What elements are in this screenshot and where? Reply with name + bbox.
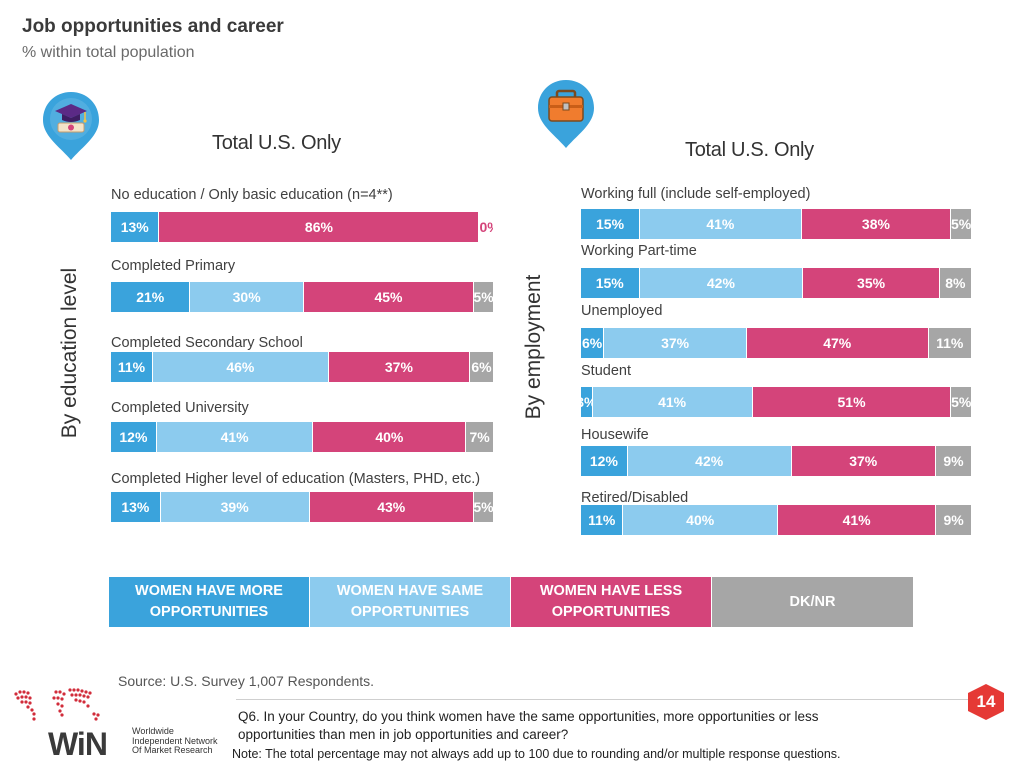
page-subtitle: % within total population xyxy=(22,44,195,61)
footer-divider xyxy=(236,699,988,700)
stacked-bar: 15% 41% 38% 5% xyxy=(581,209,971,239)
bar-segment: 51% xyxy=(752,387,952,417)
education-category-label: No education / Only basic education (n=4… xyxy=(111,187,393,203)
stacked-bar: 21% 30% 45% 5% xyxy=(111,282,493,312)
bar-segment: 6% xyxy=(470,352,493,382)
legend-same: WOMEN HAVE SAME OPPORTUNITIES xyxy=(310,577,511,627)
bar-segment: 3% xyxy=(581,387,593,417)
page-title: Job opportunities and career xyxy=(22,16,284,37)
legend-more: WOMEN HAVE MORE OPPORTUNITIES xyxy=(109,577,310,627)
bar-segment: 12% xyxy=(581,446,628,476)
legend-less: WOMEN HAVE LESS OPPORTUNITIES xyxy=(511,577,712,627)
bar-segment: 37% xyxy=(604,328,748,358)
bar-segment: 0% xyxy=(479,219,493,235)
logo-tagline: Worldwide Independent Network Of Market … xyxy=(132,726,218,755)
bar-segment: 7% xyxy=(466,422,493,452)
bar-segment: 47% xyxy=(747,328,929,358)
bar-segment: 12% xyxy=(111,422,157,452)
stacked-bar: 12% 42% 37% 9% xyxy=(581,446,971,476)
legend-dknr: DK/NR xyxy=(712,577,913,627)
bar-segment: 41% xyxy=(777,505,937,535)
bar-segment: 30% xyxy=(190,282,304,312)
logo-wordmark: WiN xyxy=(48,726,108,762)
bar-segment: 41% xyxy=(640,209,802,239)
stacked-bar: 11% 40% 41% 9% xyxy=(581,505,971,535)
source-note: Source: U.S. Survey 1,007 Respondents. xyxy=(118,673,375,689)
bar-segment: 6% xyxy=(581,328,605,358)
bar-segment: 41% xyxy=(592,387,753,417)
legend: WOMEN HAVE MORE OPPORTUNITIES WOMEN HAVE… xyxy=(109,577,915,627)
graduation-cap-icon xyxy=(41,90,101,162)
employment-category-label: Retired/Disabled xyxy=(581,490,689,506)
bar-segment: 40% xyxy=(313,422,467,452)
stacked-bar: 12% 41% 40% 7% xyxy=(111,422,493,452)
stacked-bar: 13% 39% 43% 5% xyxy=(111,492,493,522)
bar-segment: 35% xyxy=(803,268,940,298)
footnote: Note: The total percentage may not alway… xyxy=(232,747,841,761)
stacked-bar: 15% 42% 35% 8% xyxy=(581,268,971,298)
bar-segment: 11% xyxy=(928,328,971,358)
employment-category-label: Working full (include self-employed) xyxy=(581,186,811,202)
briefcase-icon xyxy=(536,78,596,150)
bar-segment: 45% xyxy=(303,282,475,312)
education-category-label: Completed University xyxy=(111,400,249,416)
bar-segment: 40% xyxy=(623,505,778,535)
win-logo: WiN Worldwide Independent Network Of Mar… xyxy=(8,684,218,762)
bar-segment: 9% xyxy=(935,446,971,476)
bar-segment: 11% xyxy=(581,505,624,535)
bar-segment: 13% xyxy=(111,212,160,242)
bar-segment: 46% xyxy=(153,352,329,382)
stacked-bar: 13%86%0% xyxy=(111,212,493,242)
education-category-label: Completed Primary xyxy=(111,258,236,274)
education-category-label: Completed Higher level of education (Mas… xyxy=(111,471,481,487)
bar-segment: 42% xyxy=(639,268,804,298)
bar-segment: 8% xyxy=(939,268,971,298)
page-number-badge: 14 xyxy=(968,684,1004,720)
bar-segment: 15% xyxy=(581,268,640,298)
employment-category-label: Student xyxy=(581,363,631,379)
bar-segment: 5% xyxy=(951,387,971,417)
education-section-title: Total U.S. Only xyxy=(212,132,341,154)
bar-segment: 13% xyxy=(111,492,161,522)
stacked-bar: 3%41%51%5% xyxy=(581,387,971,417)
employment-category-label: Housewife xyxy=(581,427,649,443)
employment-section-title: Total U.S. Only xyxy=(685,139,814,161)
employment-side-label: By employment xyxy=(522,274,545,420)
bar-segment: 37% xyxy=(328,352,471,382)
world-map-dots-icon xyxy=(14,688,100,721)
stacked-bar: 11% 46% 37% 6% xyxy=(111,352,493,382)
bar-segment: 86% xyxy=(159,212,480,242)
bar-segment: 41% xyxy=(156,422,314,452)
stacked-bar: 6% 37% 47% 11% xyxy=(581,328,971,358)
bar-segment: 42% xyxy=(627,446,792,476)
employment-category-label: Unemployed xyxy=(581,303,663,319)
bar-segment: 5% xyxy=(474,282,493,312)
bar-segment: 11% xyxy=(111,352,154,382)
education-side-label: By education level xyxy=(58,267,81,439)
bar-segment: 43% xyxy=(309,492,474,522)
bar-segment: 5% xyxy=(473,492,493,522)
bar-segment: 37% xyxy=(791,446,936,476)
employment-category-label: Working Part-time xyxy=(581,243,697,259)
bar-segment: 39% xyxy=(160,492,310,522)
bar-segment: 21% xyxy=(111,282,191,312)
survey-question: Q6. In your Country, do you think women … xyxy=(238,709,819,742)
bar-segment: 15% xyxy=(581,209,641,239)
bar-segment: 9% xyxy=(936,505,971,535)
bar-segment: 5% xyxy=(951,209,971,239)
education-category-label: Completed Secondary School xyxy=(111,335,303,351)
bar-segment: 38% xyxy=(801,209,952,239)
